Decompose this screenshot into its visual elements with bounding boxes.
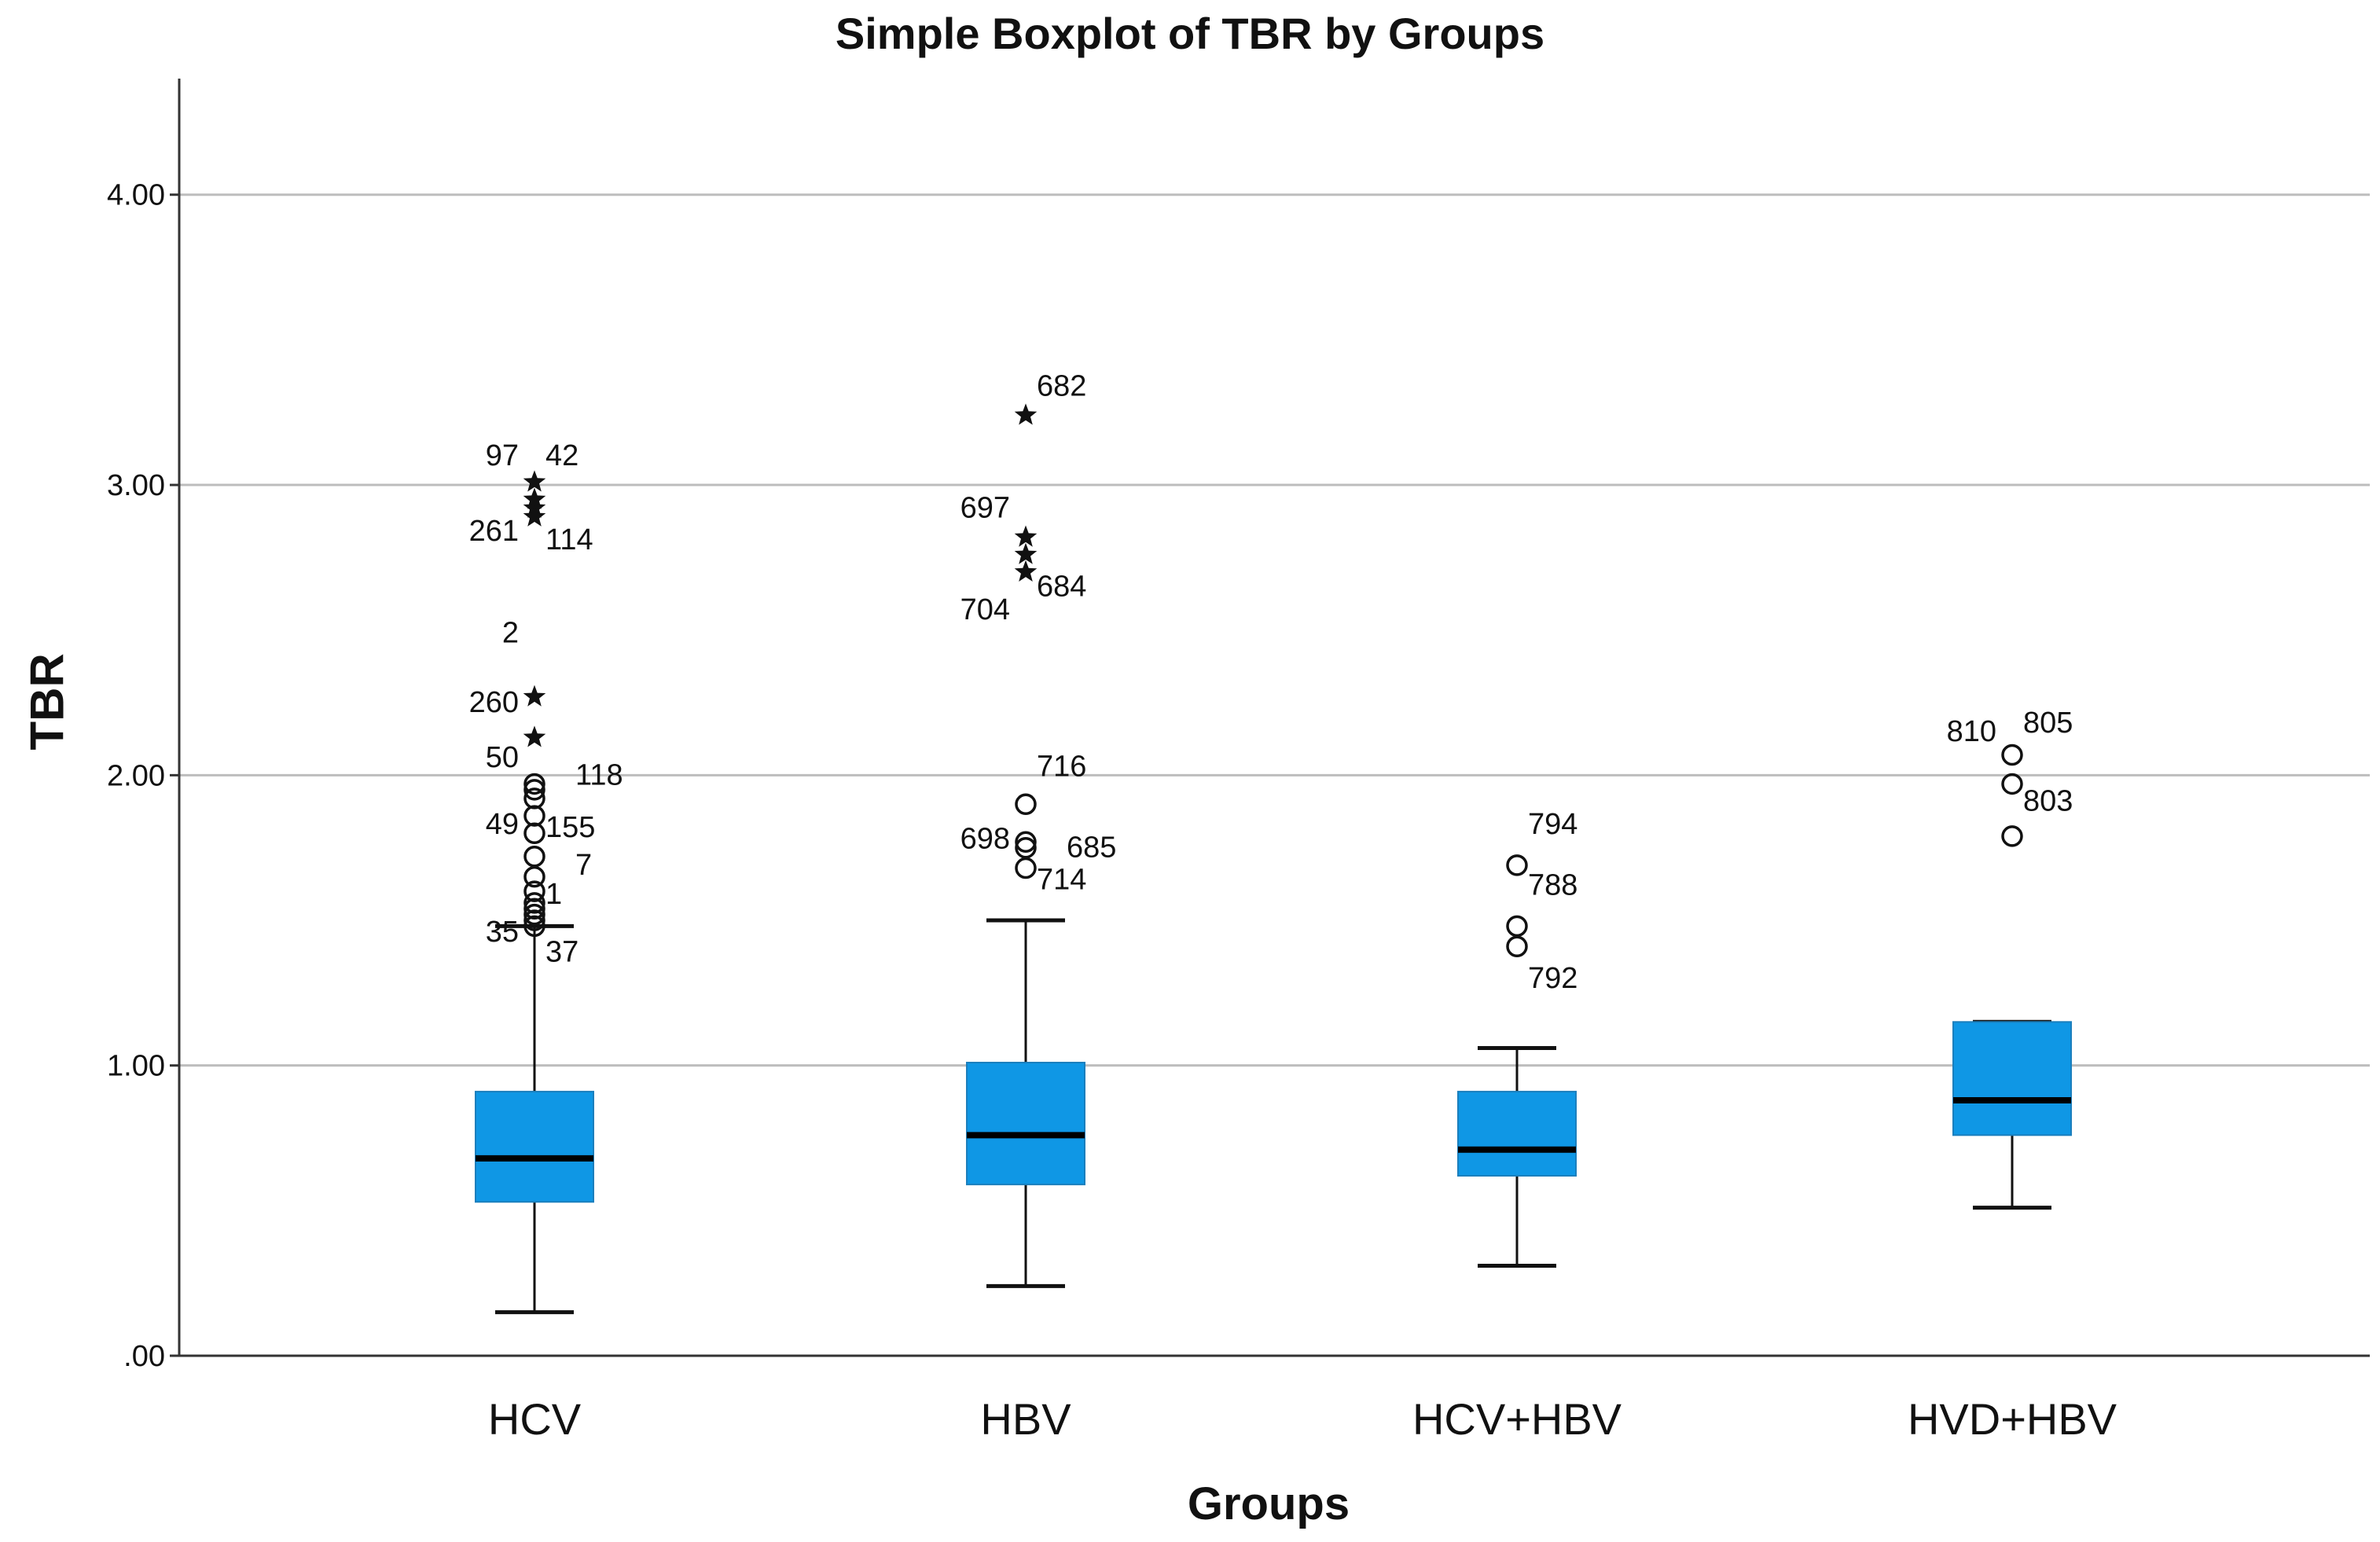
outlier-point xyxy=(523,892,545,914)
outlier-case-label: 50 xyxy=(486,741,519,774)
outlier-case-label: 698 xyxy=(960,823,1010,856)
x-tick-label: HVD+HBV xyxy=(1908,1394,2117,1444)
outlier-point xyxy=(1015,831,1037,854)
outlier-case-label: 810 xyxy=(1947,715,1996,748)
outlier-point xyxy=(2001,773,2023,795)
outlier-point xyxy=(1506,854,1528,876)
x-tick-label: HCV+HBV xyxy=(1412,1394,1622,1444)
outlier-case-label: 49 xyxy=(486,808,519,841)
box-iqr xyxy=(1457,1090,1577,1177)
outlier-point xyxy=(523,903,545,926)
outlier-case-label: 260 xyxy=(469,686,519,719)
outlier-case-label: 97 xyxy=(486,439,519,472)
outlier-case-label: 794 xyxy=(1528,808,1577,841)
outlier-case-label: 42 xyxy=(545,439,578,472)
outlier-point xyxy=(523,915,545,938)
chart-title: Simple Boxplot of TBR by Groups xyxy=(835,9,1545,58)
outlier-case-label: 37 xyxy=(545,936,578,969)
outlier-point xyxy=(2001,743,2023,766)
extreme-outlier-point xyxy=(1014,525,1038,547)
outlier-point xyxy=(1015,836,1037,859)
x-axis-label: Groups xyxy=(1187,1478,1350,1529)
box-iqr xyxy=(475,1090,594,1203)
x-tick-label: HBV xyxy=(980,1394,1071,1444)
extreme-outlier-point xyxy=(523,470,546,492)
outlier-case-label: 682 xyxy=(1037,369,1086,402)
outlier-case-label: 114 xyxy=(545,523,593,556)
box-group xyxy=(475,923,594,1315)
outlier-case-label: 155 xyxy=(545,811,595,844)
y-tick-label: 1.00 xyxy=(107,1050,165,1083)
outlier-point xyxy=(523,773,545,795)
outlier-point xyxy=(523,898,545,920)
outlier-case-label: 788 xyxy=(1528,869,1577,902)
outlier-point xyxy=(523,846,545,868)
outlier-case-label: 704 xyxy=(960,593,1010,626)
outlier-point xyxy=(523,822,545,844)
outlier-case-label: 684 xyxy=(1037,570,1086,603)
outlier-point xyxy=(523,865,545,888)
outlier-case-label: 1 xyxy=(545,878,562,911)
extreme-outlier-point xyxy=(1014,542,1038,564)
outlier-point xyxy=(1506,935,1528,958)
box-group xyxy=(966,918,1085,1288)
outlier-case-label: 714 xyxy=(1037,863,1086,896)
outlier-case-label: 685 xyxy=(1067,832,1116,865)
outlier-case-label: 118 xyxy=(575,758,623,791)
x-tick-label: HCV xyxy=(488,1394,582,1444)
outlier-point xyxy=(1015,857,1037,879)
y-tick-label: 2.00 xyxy=(107,759,165,792)
box-group xyxy=(1952,1019,2072,1210)
box-group xyxy=(1457,1046,1577,1268)
outlier-point xyxy=(1015,793,1037,816)
outlier-point xyxy=(2001,825,2023,847)
outlier-point xyxy=(523,909,545,931)
outlier-point xyxy=(1506,915,1528,938)
extreme-outlier-point xyxy=(523,505,546,527)
outlier-point xyxy=(523,779,545,801)
outlier-case-label: 805 xyxy=(2023,707,2073,740)
outlier-case-label: 2 xyxy=(502,616,519,649)
extreme-outlier-point xyxy=(523,725,546,747)
outlier-case-label: 716 xyxy=(1037,750,1086,783)
extreme-outlier-point xyxy=(1014,560,1038,582)
box-iqr xyxy=(966,1061,1085,1186)
outlier-point xyxy=(523,805,545,827)
outlier-case-label: 35 xyxy=(486,916,519,949)
y-tick-label: 4.00 xyxy=(107,179,165,212)
outlier-point xyxy=(523,788,545,810)
outlier-point xyxy=(523,880,545,902)
y-tick-label: 3.00 xyxy=(107,469,165,502)
outlier-case-label: 261 xyxy=(469,515,519,548)
outlier-case-label: 792 xyxy=(1528,962,1577,995)
box-iqr xyxy=(1952,1021,2072,1136)
y-tick-label: .00 xyxy=(123,1340,165,1373)
extreme-outlier-point xyxy=(523,685,546,707)
extreme-outlier-point xyxy=(1014,403,1038,425)
outlier-case-label: 7 xyxy=(575,849,592,882)
outlier-case-label: 803 xyxy=(2023,785,2073,818)
outlier-case-label: 697 xyxy=(960,492,1010,525)
